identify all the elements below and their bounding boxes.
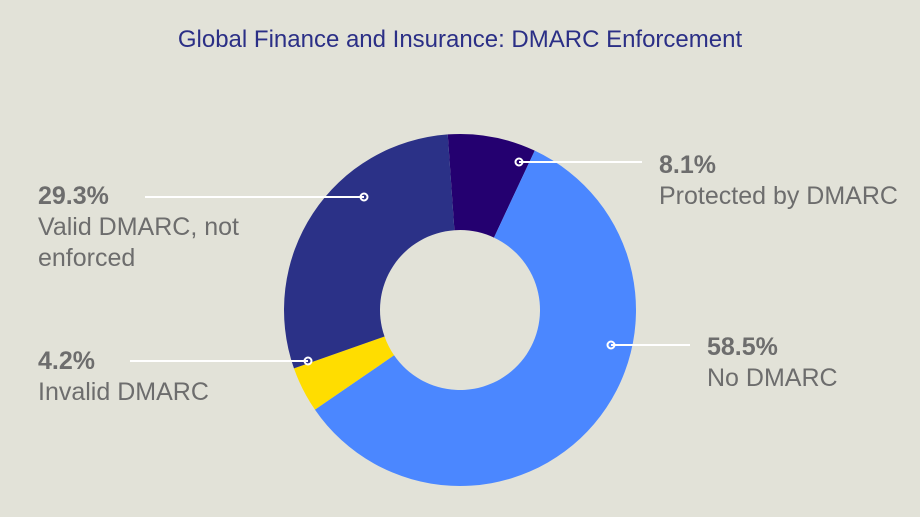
label-no-dmarc: 58.5% No DMARC <box>707 332 907 394</box>
label-no-dmarc-pct: 58.5% <box>707 333 778 361</box>
label-valid-not-enforced: 29.3% Valid DMARC, not enforced <box>38 181 278 274</box>
label-no-dmarc-name: No DMARC <box>707 364 838 392</box>
label-valid-name: Valid DMARC, not enforced <box>38 213 239 272</box>
slice-invalid <box>293 336 395 410</box>
label-valid-pct: 29.3% <box>38 182 109 210</box>
leader-valid-not-enforced-dot <box>359 192 369 202</box>
label-invalid-pct: 4.2% <box>38 347 95 375</box>
slice-no-dmarc <box>314 150 636 487</box>
slice-valid-not-enforced <box>284 134 455 369</box>
chart-title: Global Finance and Insurance: DMARC Enfo… <box>177 26 743 53</box>
label-invalid: 4.2% Invalid DMARC <box>38 346 278 408</box>
label-protected-name: Protected by DMARC <box>659 182 898 210</box>
leader-invalid-dot <box>303 356 313 366</box>
label-protected-pct: 8.1% <box>659 151 716 179</box>
label-protected: 8.1% Protected by DMARC <box>659 150 899 212</box>
slice-protected <box>447 134 535 238</box>
leader-protected-dot <box>514 157 524 167</box>
leader-no-dmarc-dot <box>606 340 616 350</box>
label-invalid-name: Invalid DMARC <box>38 378 209 406</box>
